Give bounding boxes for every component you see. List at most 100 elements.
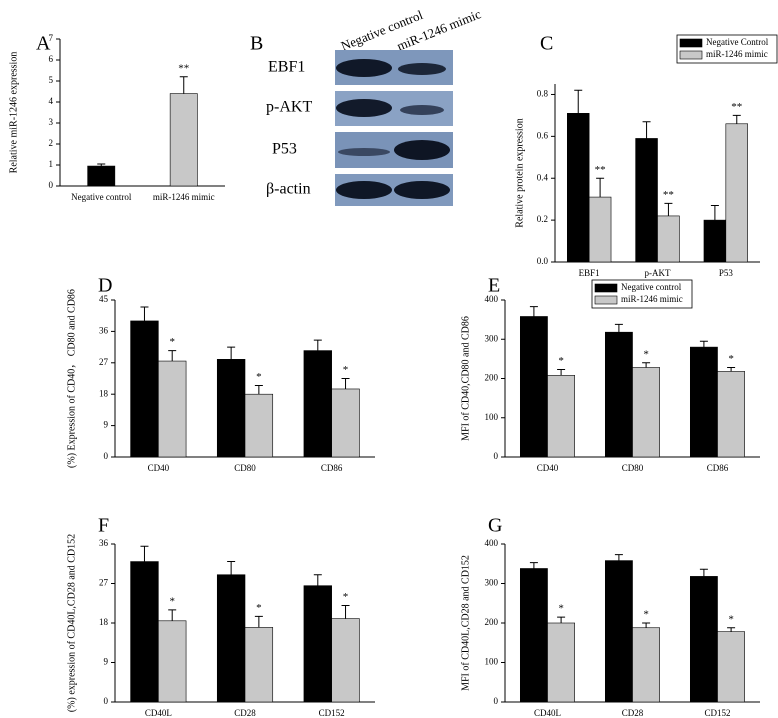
x-tick-label: CD152	[319, 708, 345, 718]
y-tick-label: 36	[99, 538, 109, 548]
row-label: EBF1	[268, 59, 305, 76]
row-label: P53	[272, 141, 297, 158]
error-bar	[642, 622, 651, 628]
legend-swatch	[594, 283, 618, 293]
error-bar	[341, 604, 350, 619]
error-bar	[614, 554, 623, 561]
bar	[244, 627, 274, 703]
bar	[566, 113, 590, 263]
panel-letter: F	[98, 515, 109, 537]
y-axis-label: Relative miR-1246 expression	[8, 52, 19, 174]
error-bar	[254, 384, 263, 395]
legend-label: Negative Control	[706, 37, 769, 47]
bar	[632, 367, 661, 458]
error-bar	[313, 339, 322, 351]
bar	[331, 618, 360, 703]
y-tick-label: 200	[485, 373, 499, 383]
y-tick-label: 1	[49, 159, 54, 169]
y-tick-label: 45	[99, 294, 109, 304]
error-bar	[574, 89, 583, 114]
x-tick-label: miR-1246 mimic	[153, 192, 215, 202]
x-tick-label: CD86	[707, 463, 729, 473]
bar	[547, 375, 576, 458]
blot-band	[338, 148, 390, 156]
significance: *	[343, 364, 349, 376]
y-tick-label: 2	[49, 138, 54, 148]
y-tick-label: 9	[104, 657, 109, 667]
error-bar	[341, 378, 350, 389]
bar	[169, 93, 198, 187]
error-bar	[179, 76, 188, 94]
bar	[717, 631, 746, 703]
y-tick-label: 0	[494, 451, 499, 461]
significance: *	[643, 348, 649, 360]
legend-swatch	[679, 38, 703, 48]
significance: *	[558, 603, 564, 615]
significance: *	[643, 609, 649, 621]
x-tick-label: CD40	[537, 463, 559, 473]
bar	[331, 388, 360, 458]
y-axis-label: Relative protein expression	[514, 118, 525, 227]
panel-letter: C	[540, 33, 553, 55]
x-tick-label: EBF1	[579, 268, 600, 278]
significance: *	[169, 595, 175, 607]
blot-band	[400, 105, 444, 115]
legend-swatch	[679, 50, 703, 60]
y-tick-label: 9	[104, 420, 109, 430]
bar	[519, 568, 548, 703]
y-tick-label: 300	[485, 333, 499, 343]
error-bar	[642, 362, 651, 368]
y-tick-label: 18	[99, 617, 109, 627]
bar	[588, 196, 612, 263]
bar	[604, 331, 633, 458]
bar	[657, 215, 680, 263]
y-tick-label: 100	[485, 657, 499, 667]
panel-letter: B	[250, 33, 263, 55]
significance: **	[731, 101, 742, 113]
x-tick-label: P53	[719, 268, 734, 278]
panel-letter: G	[488, 515, 502, 537]
y-tick-label: 0	[494, 696, 499, 706]
bar	[689, 346, 718, 458]
error-bar	[254, 615, 263, 628]
y-tick-label: 0.4	[537, 172, 549, 182]
error-bar	[732, 114, 741, 124]
significance: *	[728, 613, 734, 625]
error-bar	[727, 367, 736, 372]
significance: *	[256, 602, 262, 614]
x-tick-label: CD152	[704, 708, 730, 718]
y-tick-label: 3	[49, 117, 54, 127]
y-tick-label: 0	[49, 180, 54, 190]
bar	[130, 320, 159, 458]
y-tick-label: 100	[485, 412, 499, 422]
y-tick-label: 4	[49, 96, 54, 106]
error-bar	[557, 616, 566, 623]
error-bar	[529, 306, 538, 317]
error-bar	[557, 368, 566, 376]
error-bar	[596, 177, 605, 198]
legend-label: Negative control	[621, 282, 682, 292]
error-bar	[140, 545, 149, 562]
significance: *	[256, 371, 262, 383]
significance: **	[663, 189, 674, 201]
y-tick-label: 300	[485, 578, 499, 588]
error-bar	[227, 561, 236, 575]
bar	[303, 585, 332, 703]
bar	[158, 360, 187, 458]
x-tick-label: CD80	[234, 463, 256, 473]
blot-band	[336, 181, 392, 199]
y-axis-label: (%) Expression of CD40， CD80 and CD86	[66, 289, 77, 468]
legend-swatch	[594, 295, 618, 305]
blot-band	[398, 63, 446, 75]
bar	[216, 359, 246, 458]
legend-label: miR-1246 mimic	[706, 49, 768, 59]
y-tick-label: 0.2	[537, 214, 548, 224]
bar	[519, 316, 548, 458]
bar	[216, 574, 246, 703]
significance: **	[595, 164, 606, 176]
bar	[244, 393, 274, 458]
y-tick-label: 27	[99, 357, 109, 367]
error-bar	[313, 574, 322, 586]
y-tick-label: 400	[485, 294, 499, 304]
blot-band	[394, 181, 450, 199]
